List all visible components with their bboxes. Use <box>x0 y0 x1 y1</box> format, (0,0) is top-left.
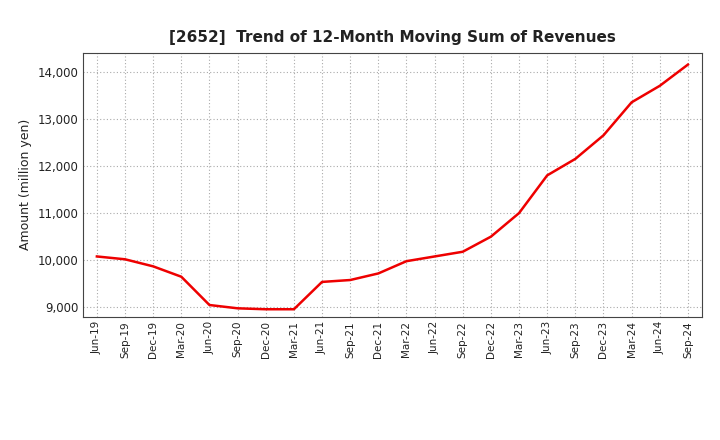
Y-axis label: Amount (million yen): Amount (million yen) <box>19 119 32 250</box>
Title: [2652]  Trend of 12-Month Moving Sum of Revenues: [2652] Trend of 12-Month Moving Sum of R… <box>169 29 616 45</box>
